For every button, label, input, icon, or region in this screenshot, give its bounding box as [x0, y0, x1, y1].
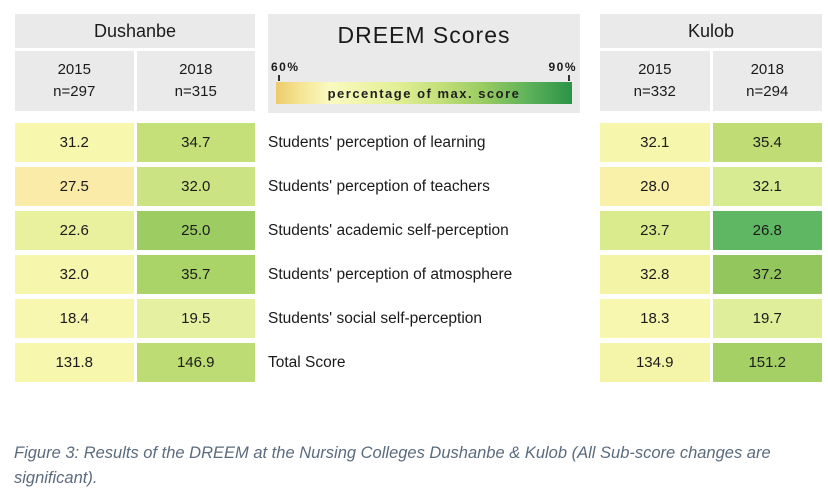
dushanbe-data-grid: 31.2 34.7 27.5 32.0 22.6 25.0 32.0 35.7 …	[15, 123, 255, 382]
score-cell-kulob-2015-atmosphere: 32.8	[600, 255, 710, 294]
dushanbe-header-block: Dushanbe 2015 n=297 2018 n=315	[15, 14, 255, 111]
kulob-2015-header: 2015 n=332	[600, 51, 710, 111]
kulob-header-block: Kulob 2015 n=332 2018 n=294	[600, 14, 822, 111]
score-cell-kulob-2018-social: 19.7	[712, 299, 822, 338]
score-cell-dushanbe-2018-social: 19.5	[136, 299, 255, 338]
score-cell-dushanbe-2015-atmosphere: 32.0	[15, 255, 134, 294]
legend-bar: percentage of max. score	[276, 82, 572, 104]
score-cell-dushanbe-2018-academic: 25.0	[136, 211, 255, 250]
score-cell-dushanbe-2015-learning: 31.2	[15, 123, 134, 162]
score-cell-kulob-2018-atmosphere: 37.2	[712, 255, 822, 294]
score-cell-kulob-2015-total: 134.9	[600, 343, 710, 382]
row-label-social: Students' social self-perception	[268, 309, 483, 327]
sample-size-label: n=332	[633, 83, 676, 100]
row-label-atmosphere: Students' perception of atmosphere	[268, 265, 513, 283]
score-cell-dushanbe-2015-teachers: 27.5	[15, 167, 134, 206]
year-label: 2018	[750, 61, 784, 79]
dushanbe-2018-header: 2018 n=315	[136, 51, 255, 111]
row-label-teachers: Students' perception of teachers	[268, 177, 490, 195]
sample-size-label: n=294	[746, 83, 789, 100]
score-cell-dushanbe-2018-teachers: 32.0	[136, 167, 255, 206]
legend-max-label: 90%	[548, 60, 577, 74]
kulob-2018-header: 2018 n=294	[712, 51, 822, 111]
legend-max-tick	[568, 75, 570, 81]
score-cell-kulob-2015-social: 18.3	[600, 299, 710, 338]
sample-size-label: n=297	[53, 83, 96, 100]
row-label-total: Total Score	[268, 353, 346, 371]
score-cell-dushanbe-2018-total: 146.9	[136, 343, 255, 382]
year-label: 2018	[179, 61, 213, 79]
legend-bar-label: percentage of max. score	[327, 85, 521, 101]
score-cell-dushanbe-2018-learning: 34.7	[136, 123, 255, 162]
figure-caption: Figure 3: Results of the DREEM at the Nu…	[14, 444, 771, 487]
score-cell-dushanbe-2018-atmosphere: 35.7	[136, 255, 255, 294]
score-cell-kulob-2015-teachers: 28.0	[600, 167, 710, 206]
row-label-learning: Students' perception of learning	[268, 133, 486, 151]
score-cell-kulob-2018-academic: 26.8	[712, 211, 822, 250]
score-cell-kulob-2015-academic: 23.7	[600, 211, 710, 250]
score-cell-kulob-2018-total: 151.2	[712, 343, 822, 382]
dushanbe-2015-header: 2015 n=297	[15, 51, 134, 111]
legend-block: DREEM Scores 60% 90% percentage of max. …	[268, 14, 580, 113]
legend-title: DREEM Scores	[337, 22, 511, 48]
kulob-year-row: 2015 n=332 2018 n=294	[600, 51, 822, 111]
legend-min-tick	[278, 75, 280, 81]
row-label-academic: Students' academic self-perception	[268, 221, 509, 239]
year-label: 2015	[638, 61, 672, 79]
dushanbe-title: Dushanbe	[15, 14, 255, 48]
legend-min-label: 60%	[271, 60, 300, 74]
row-labels-column: Students' perception of learning Student…	[268, 123, 593, 382]
score-cell-kulob-2018-teachers: 32.1	[712, 167, 822, 206]
sample-size-label: n=315	[174, 83, 217, 100]
score-cell-kulob-2015-learning: 32.1	[600, 123, 710, 162]
kulob-data-grid: 32.1 35.4 28.0 32.1 23.7 26.8 32.8 37.2 …	[600, 123, 822, 382]
dushanbe-year-row: 2015 n=297 2018 n=315	[15, 51, 255, 111]
kulob-title: Kulob	[600, 14, 822, 48]
score-cell-dushanbe-2015-total: 131.8	[15, 343, 134, 382]
year-label: 2015	[57, 61, 91, 79]
score-cell-dushanbe-2015-academic: 22.6	[15, 211, 134, 250]
score-cell-kulob-2018-learning: 35.4	[712, 123, 822, 162]
score-cell-dushanbe-2015-social: 18.4	[15, 299, 134, 338]
